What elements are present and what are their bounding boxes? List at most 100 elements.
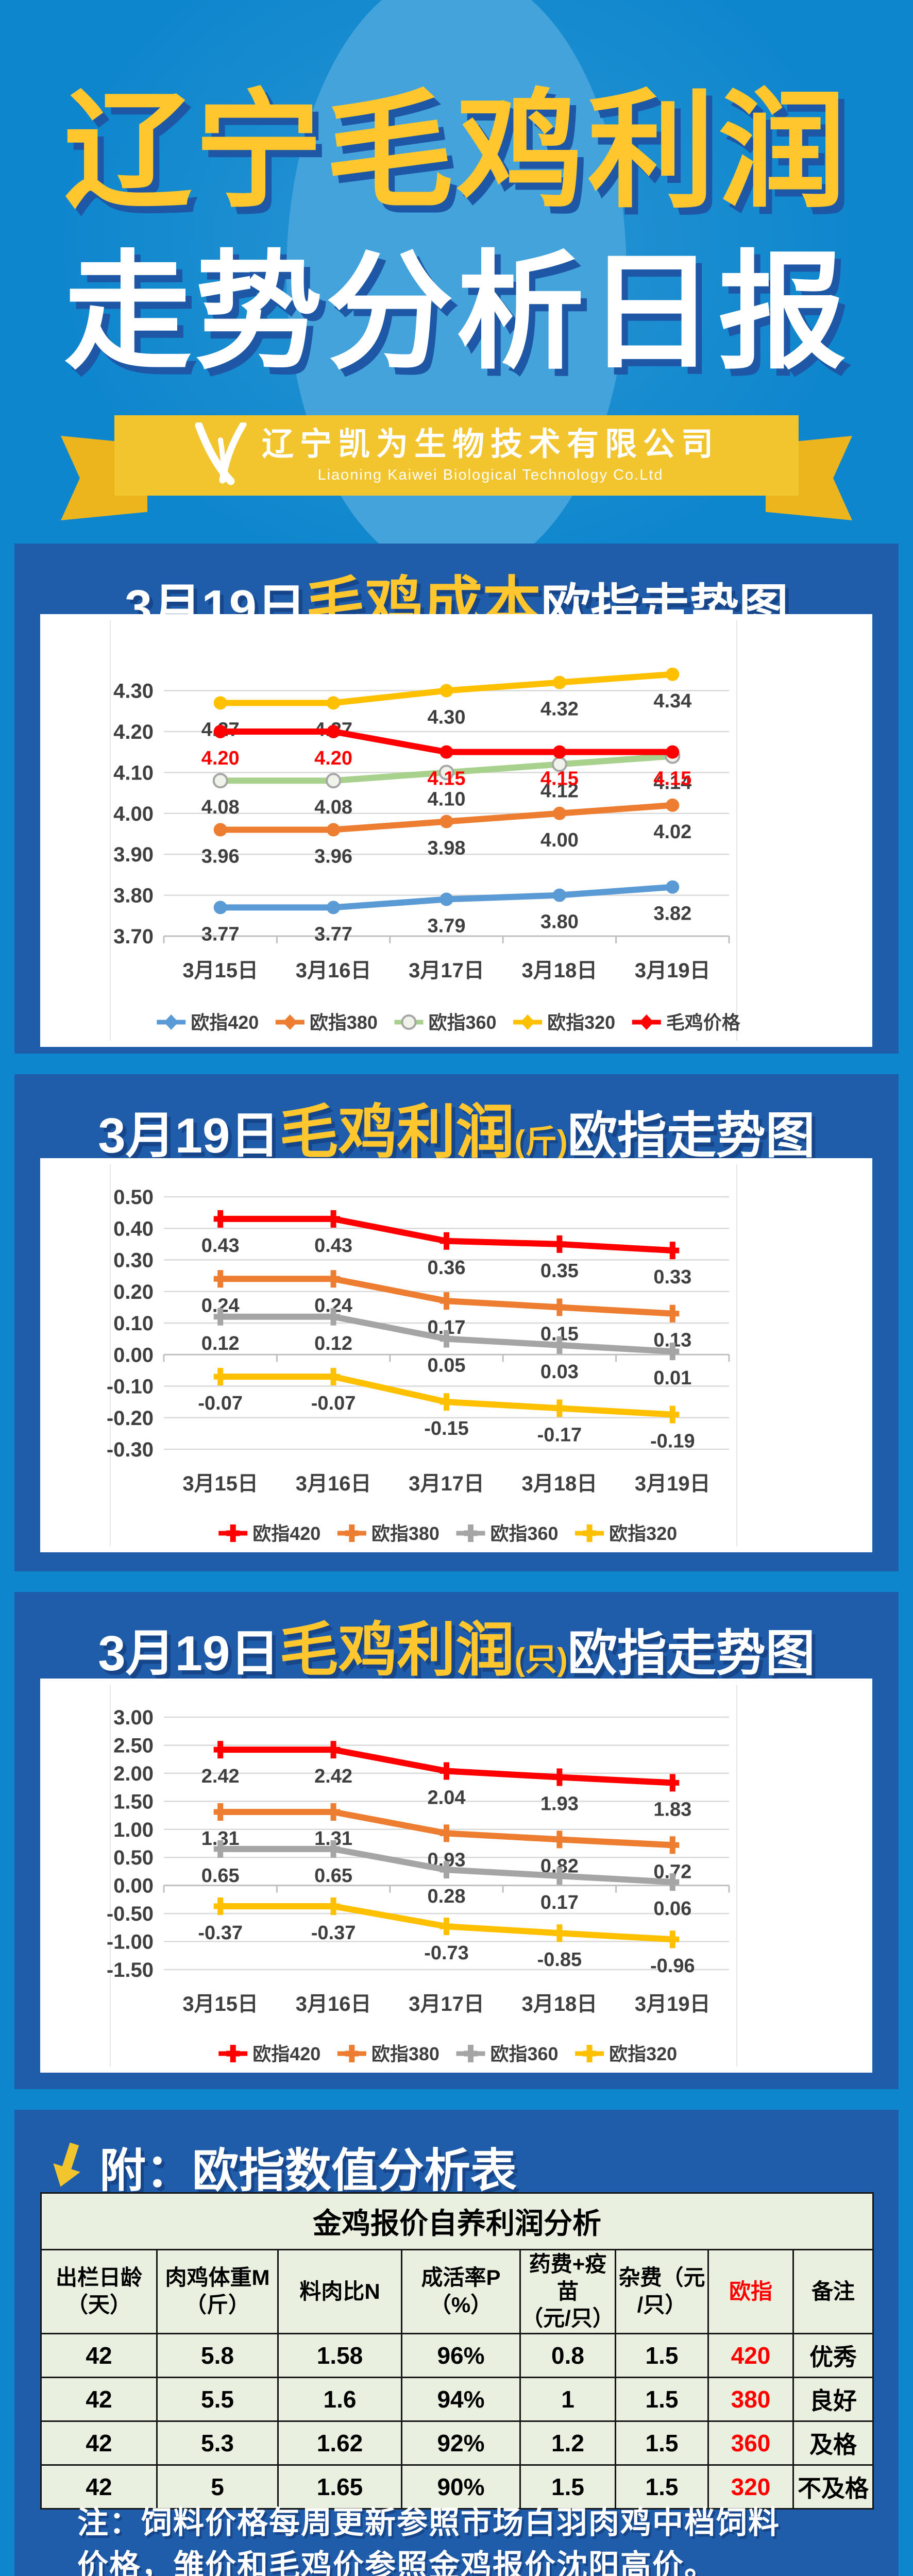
table-row: 42 5.5 1.6 94% 1 1.5 380 良好 [40, 2376, 874, 2422]
svg-text:欧指420: 欧指420 [252, 1523, 320, 1544]
table-cell-r2-c4: 1.2 [519, 2420, 616, 2466]
svg-text:2.42: 2.42 [201, 1766, 240, 1787]
table-cell-r3-c6: 320 [707, 2464, 794, 2510]
svg-text:欧指360: 欧指360 [429, 1012, 497, 1033]
table-cell-r1-c5: 1.5 [615, 2376, 709, 2422]
svg-text:3.82: 3.82 [653, 903, 691, 925]
svg-text:欧指320: 欧指320 [547, 1012, 615, 1033]
svg-text:欧指380: 欧指380 [371, 1523, 439, 1544]
analysis-table-wrap: 金鸡报价自养利润分析 出栏日龄 （天） 肉鸡体重M （斤） 料肉比N 成活率P （%）药… [40, 2192, 874, 2510]
table-cell-r1-c4: 1 [519, 2376, 616, 2422]
svg-text:0.28: 0.28 [428, 1886, 466, 1907]
table-cell-r1-c7: 良好 [792, 2376, 874, 2422]
svg-text:3月16日: 3月16日 [296, 1472, 371, 1495]
table-cell-r3-c0: 42 [40, 2464, 158, 2510]
svg-text:0.30: 0.30 [113, 1249, 154, 1272]
table-cell-r1-c6: 380 [707, 2376, 794, 2422]
profit-bird-chart-title: 3月19日毛鸡利润(只)欧指走势图 [0, 1602, 913, 1687]
svg-text:欧指380: 欧指380 [371, 2043, 439, 2064]
yellow-arrow-icon [49, 2142, 86, 2192]
table-cell-r0-c2: 1.58 [277, 2332, 402, 2378]
svg-text:-0.20: -0.20 [107, 1407, 154, 1430]
profit-bird-title-highlight: 毛鸡利润 [279, 1618, 515, 1683]
svg-text:0.01: 0.01 [653, 1367, 691, 1389]
svg-text:4.10: 4.10 [428, 788, 466, 810]
svg-text:4.08: 4.08 [201, 796, 240, 818]
svg-text:1.00: 1.00 [113, 1819, 154, 1841]
table-row: 42 5 1.65 90% 1.5 1.5 320 不及格 [40, 2464, 874, 2510]
svg-text:欧指360: 欧指360 [491, 1523, 559, 1544]
profit-jin-chart-title: 3月19日毛鸡利润(斤)欧指走势图 [0, 1084, 913, 1170]
analysis-heading: 附：欧指数值分析表 [49, 2133, 517, 2200]
svg-text:3月15日: 3月15日 [182, 1993, 258, 2015]
table-cell-r2-c5: 1.5 [615, 2420, 709, 2466]
analysis-heading-text: 附：欧指数值分析表 [99, 2145, 517, 2197]
svg-text:3月18日: 3月18日 [522, 1993, 598, 2015]
svg-text:0.65: 0.65 [314, 1865, 352, 1887]
svg-text:-1.00: -1.00 [107, 1931, 154, 1954]
svg-text:4.20: 4.20 [314, 748, 352, 769]
table-cell-r3-c1: 5 [156, 2464, 279, 2510]
svg-text:0.12: 0.12 [314, 1333, 352, 1354]
svg-text:3月19日: 3月19日 [635, 1472, 711, 1495]
table-cell-r2-c2: 1.62 [277, 2420, 402, 2466]
main-title-line2: 走势分析日报 [64, 241, 849, 384]
svg-text:0.20: 0.20 [113, 1281, 154, 1303]
svg-text:-0.30: -0.30 [107, 1438, 154, 1461]
svg-text:3月19日: 3月19日 [635, 959, 711, 982]
svg-text:4.15: 4.15 [540, 768, 579, 790]
svg-text:4.30: 4.30 [428, 707, 466, 728]
svg-text:0.12: 0.12 [201, 1333, 240, 1354]
svg-text:-1.50: -1.50 [107, 1959, 154, 1981]
profit-jin-chart: 0.50 0.40 0.30 0.20 0.10 0.00 -0.10 -0.20 -0.30 3… [40, 1158, 872, 1552]
table-cell-r2-c7: 及格 [792, 2420, 874, 2466]
svg-text:4.15: 4.15 [428, 768, 466, 790]
table-col-header-2: 料肉比N [277, 2249, 402, 2334]
note-line1: 注：饲料价格每周更新参照市场白羽肉鸡中档饲料 [77, 2505, 780, 2540]
table-title: 金鸡报价自养利润分析 [40, 2192, 874, 2250]
svg-text:4.32: 4.32 [540, 699, 579, 720]
table-cell-r0-c3: 96% [401, 2332, 521, 2378]
svg-text:3.77: 3.77 [314, 923, 352, 945]
svg-text:3.80: 3.80 [113, 885, 154, 907]
svg-text:欧指360: 欧指360 [491, 2043, 559, 2064]
svg-text:欧指320: 欧指320 [609, 1523, 677, 1544]
svg-text:欧指320: 欧指320 [609, 2043, 677, 2064]
svg-text:3.70: 3.70 [113, 925, 154, 948]
svg-text:4.02: 4.02 [653, 821, 691, 843]
svg-text:3.90: 3.90 [113, 843, 154, 866]
table-cell-r0-c4: 0.8 [519, 2332, 616, 2378]
svg-text:3月16日: 3月16日 [296, 959, 371, 982]
profit-jin-title-suffix: 欧指走势图 [567, 1108, 815, 1163]
profit-jin-title-date: 3月19日 [98, 1108, 280, 1163]
svg-text:1.50: 1.50 [113, 1790, 154, 1813]
svg-text:3.79: 3.79 [428, 916, 466, 937]
svg-text:3.96: 3.96 [201, 846, 240, 868]
svg-text:3月19日: 3月19日 [635, 1993, 711, 2015]
svg-text:3月18日: 3月18日 [522, 1472, 598, 1495]
svg-text:3月15日: 3月15日 [182, 959, 258, 982]
company-ribbon: 辽宁凯为生物技术有限公司 Liaoning Kaiwei Biological … [114, 415, 799, 496]
svg-text:-0.50: -0.50 [107, 1903, 154, 1925]
table-cell-r1-c0: 42 [40, 2376, 158, 2422]
profit-jin-title-highlight: 毛鸡利润 [279, 1100, 515, 1165]
svg-text:0.06: 0.06 [653, 1898, 691, 1920]
table-cell-r2-c6: 360 [707, 2420, 794, 2466]
table-row: 42 5.8 1.58 96% 0.8 1.5 420 优秀 [40, 2332, 874, 2378]
svg-text:3.77: 3.77 [201, 923, 240, 945]
table-cell-r3-c3: 90% [401, 2464, 521, 2510]
svg-text:3月16日: 3月16日 [296, 1993, 371, 2015]
svg-text:-0.37: -0.37 [198, 1922, 243, 1944]
profit-bird-title-suffix: 欧指走势图 [567, 1626, 815, 1681]
svg-text:毛鸡价格: 毛鸡价格 [666, 1012, 741, 1033]
svg-text:4.08: 4.08 [314, 796, 352, 818]
svg-text:0.35: 0.35 [540, 1260, 579, 1282]
table-col-header-0: 出栏日龄 （天） [40, 2249, 158, 2334]
profit-jin-title-unit: (斤) [514, 1124, 568, 1160]
svg-text:3月15日: 3月15日 [182, 1472, 258, 1495]
svg-text:0.36: 0.36 [428, 1257, 466, 1279]
svg-text:0.00: 0.00 [113, 1344, 154, 1366]
svg-text:4.15: 4.15 [653, 768, 691, 790]
svg-text:3.96: 3.96 [314, 846, 352, 868]
analysis-table: 金鸡报价自养利润分析 出栏日龄 （天） 肉鸡体重M （斤） 料肉比N 成活率P （%）药… [40, 2192, 874, 2510]
